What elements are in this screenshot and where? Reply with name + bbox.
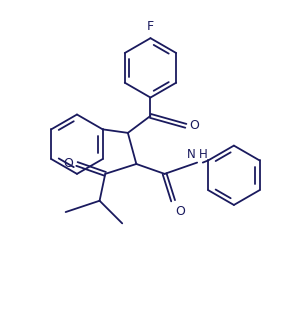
Text: O: O — [189, 119, 199, 132]
Text: N: N — [187, 148, 196, 161]
Text: F: F — [147, 20, 154, 33]
Text: O: O — [64, 157, 74, 170]
Text: O: O — [175, 205, 185, 218]
Text: H: H — [199, 148, 207, 161]
